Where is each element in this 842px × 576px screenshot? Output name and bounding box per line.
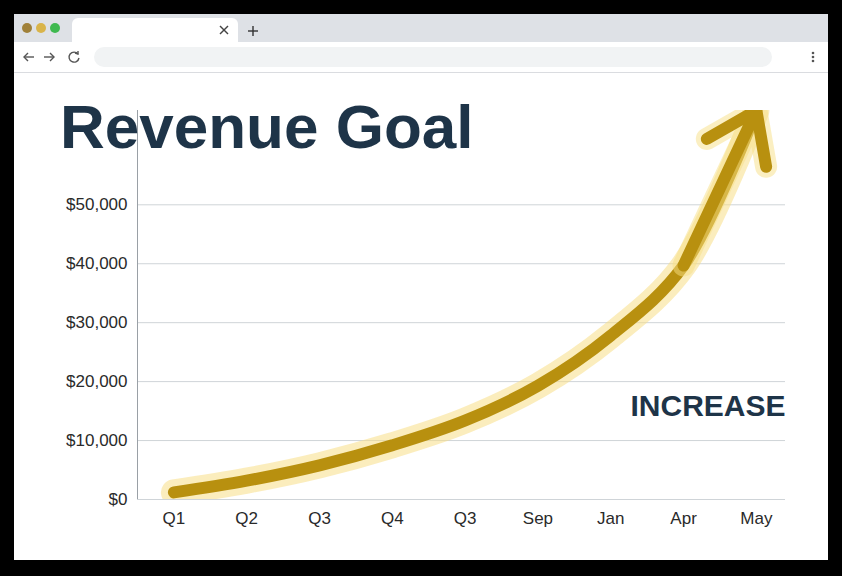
svg-text:May: May <box>740 509 773 528</box>
svg-text:$50,000: $50,000 <box>66 195 127 214</box>
svg-text:$20,000: $20,000 <box>66 372 127 391</box>
svg-text:Apr: Apr <box>670 509 697 528</box>
svg-text:INCREASE: INCREASE <box>630 389 785 422</box>
svg-text:Jan: Jan <box>597 509 624 528</box>
svg-text:$40,000: $40,000 <box>66 254 127 273</box>
svg-text:Q1: Q1 <box>163 509 186 528</box>
svg-text:Q4: Q4 <box>381 509 404 528</box>
html-text:Revenue Goal: Revenue Goal <box>60 92 474 161</box>
svg-text:Q3: Q3 <box>454 509 477 528</box>
svg-text:$0: $0 <box>109 490 128 509</box>
svg-text:Q3: Q3 <box>308 509 331 528</box>
svg-text:Q2: Q2 <box>235 509 258 528</box>
svg-text:Sep: Sep <box>523 509 553 528</box>
svg-text:$10,000: $10,000 <box>66 431 127 450</box>
svg-text:$30,000: $30,000 <box>66 313 127 332</box>
